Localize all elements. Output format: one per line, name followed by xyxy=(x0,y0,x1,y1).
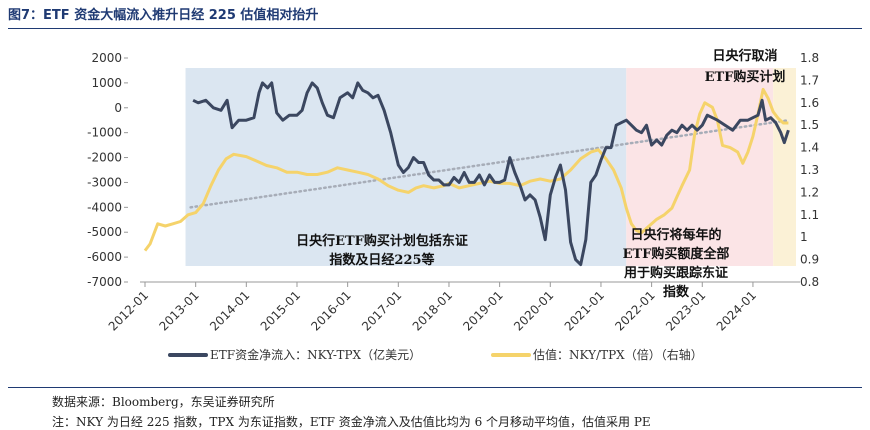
source-text: 数据来源：Bloomberg，东吴证券研究所 xyxy=(52,395,275,409)
right-tick-label: 1.7 xyxy=(800,73,819,87)
trendline xyxy=(189,118,790,209)
annotation-ann2-line: 用于购买跟踪东证 xyxy=(623,265,728,281)
annotation-ann2-line: 指数 xyxy=(663,284,690,300)
trend-line xyxy=(189,118,790,209)
etf-flow-series xyxy=(192,81,790,267)
left-tick-label: -6000 xyxy=(87,250,122,264)
left-tick-label: 2000 xyxy=(91,51,122,65)
left-axis-ticks: 2000 1000 0 -1000 -2000 -3000 -4000 -5000 -6000 -… xyxy=(87,51,128,289)
valuation-line xyxy=(143,87,789,252)
left-tick-label: -3000 xyxy=(87,175,122,189)
left-tick-label: 0 xyxy=(114,101,122,115)
left-tick-label: -4000 xyxy=(87,200,122,214)
shaded-region-3 xyxy=(773,68,796,266)
legend-label-flow: ETF资金净流入：NKY-TPX（亿美元） xyxy=(210,347,421,362)
title-rule xyxy=(8,28,862,29)
source-rule xyxy=(8,387,862,388)
annotation-ann2-line: ETF购买额度全部 xyxy=(623,246,730,262)
shaded-region-1 xyxy=(185,68,627,266)
x-tick-label: 2022-01 xyxy=(612,288,657,333)
x-tick-label: 2017-01 xyxy=(359,288,404,333)
x-tick-label: 2015-01 xyxy=(258,288,303,333)
legend-label-valuation: 估值：NKY/TPX（倍）（右轴） xyxy=(533,347,703,362)
left-tick-label: -7000 xyxy=(87,275,122,289)
right-tick-label: 1.6 xyxy=(800,96,819,110)
right-tick-label: 1 xyxy=(800,230,808,244)
valuation-series xyxy=(143,87,789,252)
annotation-ann2-line: 日央行将每年的 xyxy=(630,227,721,243)
right-tick-label: 1.4 xyxy=(800,141,819,155)
annotation-ann3-line: 日央行取消 xyxy=(712,48,777,64)
etf-flow-line xyxy=(192,81,790,267)
x-axis-ticks: 2012-01 2013-01 2014-01 2015-01 2016-01 2017-… xyxy=(106,282,759,334)
x-tick-label: 2019-01 xyxy=(460,288,505,333)
right-tick-label: 1.5 xyxy=(800,118,819,132)
right-tick-label: 1.1 xyxy=(800,208,819,222)
x-tick-label: 2018-01 xyxy=(410,288,455,333)
x-tick-label: 2014-01 xyxy=(207,288,252,333)
left-tick-label: 1000 xyxy=(91,76,122,90)
right-tick-label: 1.2 xyxy=(800,185,819,199)
right-tick-label: 1.8 xyxy=(800,51,819,65)
x-tick-label: 2012-01 xyxy=(106,288,151,333)
x-tick-label: 2021-01 xyxy=(562,288,607,333)
x-tick-label: 2020-01 xyxy=(511,288,556,333)
left-tick-label: -1000 xyxy=(87,126,122,140)
x-tick-label: 2024-01 xyxy=(714,288,759,333)
right-tick-label: 0.8 xyxy=(800,275,819,289)
note-text: 注：NKY 为日经 225 指数，TPX 为东证指数，ETF 资金净流入及估值比… xyxy=(52,415,651,429)
left-tick-label: -5000 xyxy=(87,225,122,239)
right-tick-label: 1.3 xyxy=(800,163,819,177)
right-axis-ticks: 1.8 1.7 1.6 1.5 1.4 1.3 1.2 1.1 1 0.9 0.8 xyxy=(800,51,819,289)
right-tick-label: 0.9 xyxy=(800,253,819,267)
legend: ETF资金净流入：NKY-TPX（亿美元） 估值：NKY/TPX（倍）（右轴） xyxy=(168,347,703,362)
x-tick-label: 2013-01 xyxy=(156,288,201,333)
figure-title: 图7：ETF 资金大幅流入推升日经 225 估值相对抬升 xyxy=(8,8,319,23)
annotation-ann1-line: 指数及日经225等 xyxy=(329,252,434,268)
annotation-ann3-line: ETF购买计划 xyxy=(705,69,786,85)
left-tick-label: -2000 xyxy=(87,151,122,165)
x-tick-label: 2016-01 xyxy=(308,288,353,333)
shaded-region-2 xyxy=(626,68,774,266)
annotation-ann1-line: 日央行ETF购买计划包括东证 xyxy=(296,233,468,249)
shaded-regions xyxy=(185,68,796,266)
